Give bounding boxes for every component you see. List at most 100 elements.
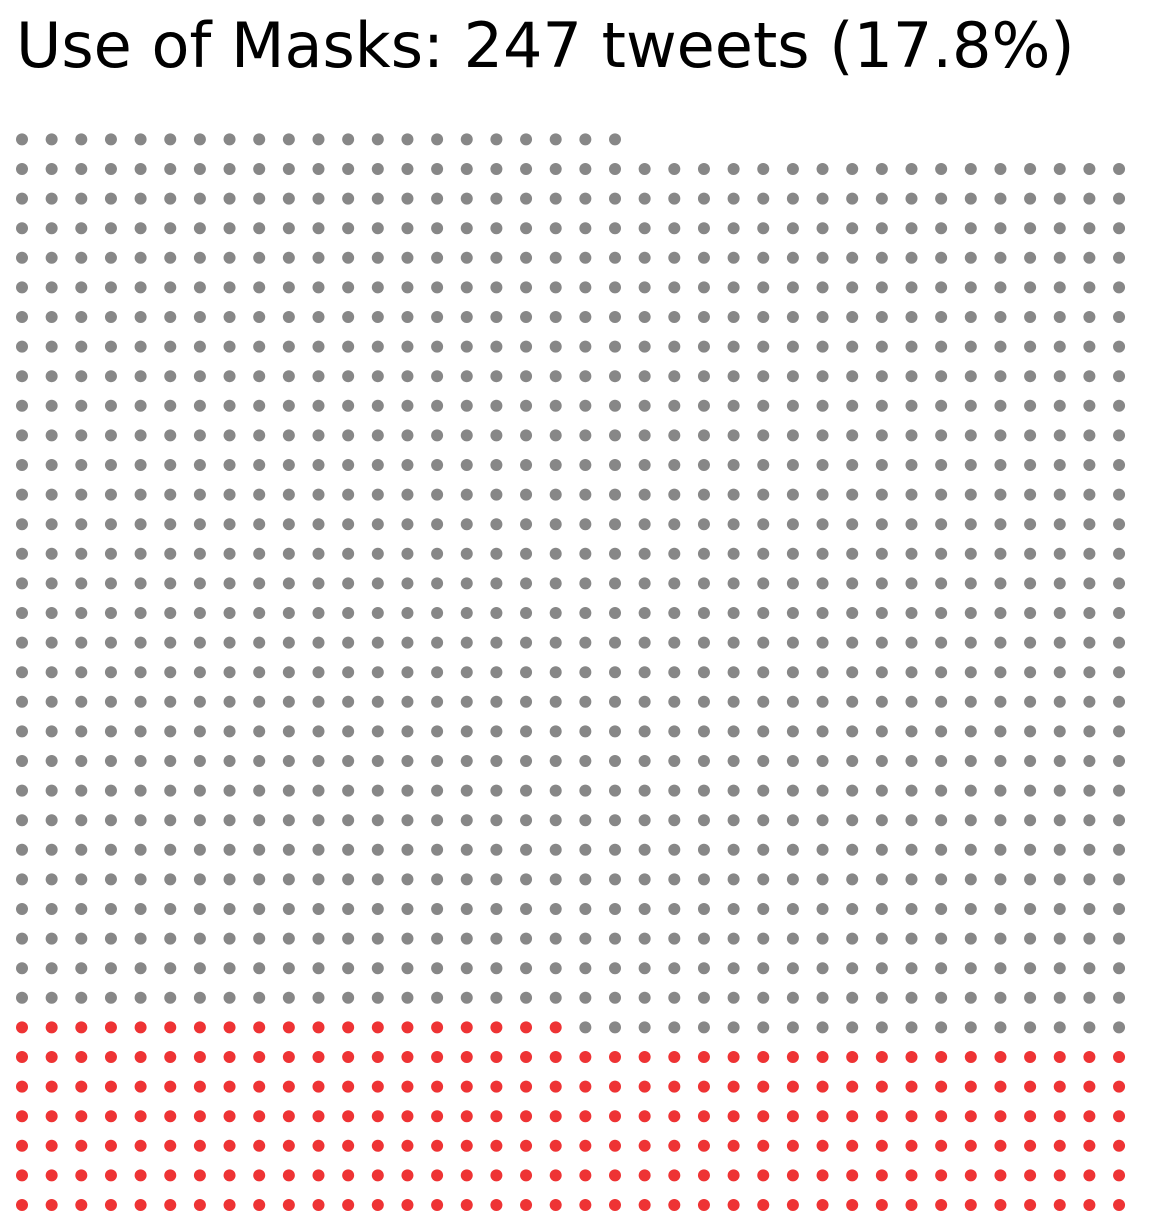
waffle-dot-other: [1113, 163, 1126, 175]
waffle-dot-other: [193, 873, 206, 886]
waffle-dot-other: [282, 607, 295, 619]
waffle-dot-other: [282, 577, 295, 590]
waffle-dot-other: [520, 991, 533, 1004]
waffle-dot-other: [609, 636, 621, 649]
waffle-dot-other: [490, 222, 503, 235]
waffle-dot-other: [786, 518, 799, 531]
waffle-dot-other: [253, 399, 266, 412]
waffle-dot-other: [460, 577, 473, 590]
waffle-dot-other: [104, 991, 117, 1004]
waffle-dot-other: [45, 577, 58, 590]
waffle-dot-masks: [638, 1110, 651, 1123]
waffle-dot-other: [846, 340, 859, 353]
waffle-dot-masks: [45, 1110, 58, 1123]
waffle-dot-other: [253, 873, 266, 886]
waffle-dot-other: [1053, 962, 1066, 975]
waffle-dot-masks: [342, 1139, 355, 1152]
waffle-dot-other: [875, 340, 888, 353]
waffle-dot-other: [875, 518, 888, 531]
waffle-dot-masks: [75, 1051, 88, 1063]
waffle-dot-other: [164, 547, 177, 560]
waffle-dot-other: [1024, 843, 1037, 856]
waffle-dot-other: [460, 133, 473, 146]
waffle-dot-other: [549, 370, 562, 383]
waffle-dot-masks: [1053, 1080, 1066, 1093]
waffle-dot-other: [697, 311, 710, 323]
waffle-dot-other: [401, 962, 414, 975]
waffle-dot-masks: [786, 1169, 799, 1182]
waffle-dot-masks: [134, 1110, 147, 1123]
waffle-dot-other: [490, 429, 503, 442]
waffle-dot-other: [994, 192, 1007, 205]
waffle-dot-other: [757, 991, 770, 1004]
waffle-dot-other: [697, 429, 710, 442]
waffle-dot-other: [1024, 222, 1037, 235]
waffle-dot-other: [757, 192, 770, 205]
waffle-dot-other: [164, 163, 177, 175]
waffle-dot-masks: [104, 1080, 117, 1093]
waffle-dot-other: [846, 163, 859, 175]
waffle-dot-other: [935, 607, 948, 619]
waffle-dot-other: [16, 577, 28, 590]
waffle-dot-other: [490, 784, 503, 797]
waffle-dot-masks: [520, 1051, 533, 1063]
waffle-dot-other: [697, 281, 710, 294]
waffle-dot-other: [460, 429, 473, 442]
waffle-dot-other: [1024, 1021, 1037, 1034]
waffle-dot-masks: [342, 1169, 355, 1182]
waffle-dot-other: [371, 281, 384, 294]
waffle-dot-other: [520, 399, 533, 412]
waffle-dot-other: [1083, 340, 1096, 353]
waffle-dot-other: [1024, 991, 1037, 1004]
waffle-dot-other: [16, 399, 28, 412]
waffle-dot-other: [104, 488, 117, 501]
waffle-dot-other: [401, 636, 414, 649]
waffle-dot-other: [697, 636, 710, 649]
waffle-dot-other: [1053, 991, 1066, 1004]
waffle-dot-masks: [282, 1110, 295, 1123]
waffle-dot-other: [964, 784, 977, 797]
waffle-dot-other: [609, 991, 621, 1004]
waffle-dot-other: [905, 459, 918, 471]
waffle-dot-other: [816, 488, 829, 501]
waffle-dot-other: [1113, 222, 1126, 235]
waffle-dot-other: [697, 962, 710, 975]
waffle-dot-other: [134, 340, 147, 353]
waffle-dot-other: [668, 695, 681, 708]
waffle-dot-other: [1083, 991, 1096, 1004]
waffle-dot-other: [638, 518, 651, 531]
waffle-dot-other: [935, 755, 948, 767]
waffle-dot-other: [875, 251, 888, 264]
waffle-dot-other: [727, 340, 740, 353]
waffle-dot-other: [1053, 607, 1066, 619]
waffle-dot-other: [16, 814, 28, 827]
waffle-dot-other: [579, 873, 592, 886]
waffle-dot-other: [104, 399, 117, 412]
waffle-dot-other: [75, 873, 88, 886]
waffle-dot-other: [134, 903, 147, 915]
waffle-dot-other: [1113, 281, 1126, 294]
waffle-dot-other: [609, 666, 621, 679]
waffle-dot-other: [104, 932, 117, 945]
waffle-dot-other: [282, 695, 295, 708]
waffle-dot-masks: [282, 1021, 295, 1034]
waffle-dot-masks: [193, 1169, 206, 1182]
waffle-dot-masks: [875, 1139, 888, 1152]
waffle-dot-other: [134, 311, 147, 323]
waffle-dot-other: [520, 962, 533, 975]
waffle-dot-other: [134, 459, 147, 471]
waffle-dot-other: [1053, 311, 1066, 323]
waffle-dot-other: [16, 547, 28, 560]
waffle-dot-other: [520, 311, 533, 323]
waffle-dot-other: [16, 222, 28, 235]
waffle-dot-other: [846, 903, 859, 915]
waffle-dot-masks: [668, 1051, 681, 1063]
waffle-dot-other: [994, 340, 1007, 353]
waffle-dot-other: [638, 222, 651, 235]
waffle-dot-other: [786, 932, 799, 945]
waffle-dot-other: [520, 577, 533, 590]
waffle-dot-other: [520, 251, 533, 264]
waffle-dot-other: [846, 281, 859, 294]
waffle-dot-other: [994, 725, 1007, 738]
waffle-dot-masks: [579, 1110, 592, 1123]
